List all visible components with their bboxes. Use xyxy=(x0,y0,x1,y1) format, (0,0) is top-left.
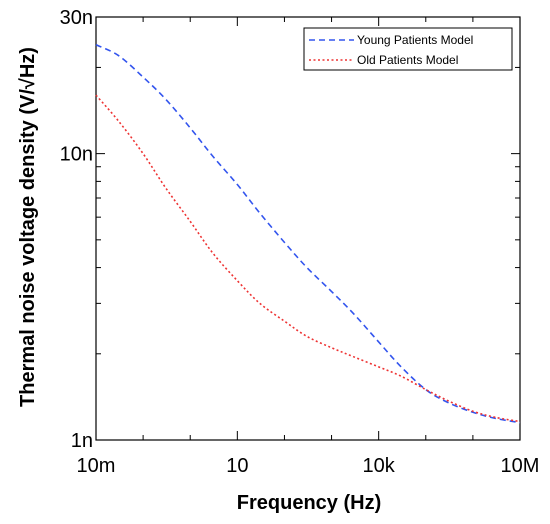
x-tick-label: 10M xyxy=(501,455,540,477)
x-tick-label: 10 xyxy=(226,455,248,477)
plot-frame xyxy=(95,16,521,441)
series-group xyxy=(95,44,521,424)
x-tick-label: 10k xyxy=(363,455,396,477)
labels-group: 10m 10 10k 10M 1n 10n 30n xyxy=(60,7,540,477)
legend-label-old: Old Patients Model xyxy=(357,53,458,67)
y-tick-label: 30n xyxy=(60,7,93,29)
series-line-young xyxy=(95,44,521,424)
plot-frame-group xyxy=(95,16,521,441)
x-tick-label: 10m xyxy=(77,455,116,477)
y-tick-label: 1n xyxy=(71,430,93,452)
series-line-old xyxy=(95,94,521,423)
legend-label-young: Young Patients Model xyxy=(357,33,473,47)
legend: Young Patients Model Old Patients Model xyxy=(303,27,513,71)
y-tick-label: 10n xyxy=(60,144,93,166)
legend-box xyxy=(303,27,513,71)
y-axis-title: Thermal noise voltage density (V/√Hz) xyxy=(17,47,39,407)
ticks-group xyxy=(95,16,521,441)
x-axis-title: Frequency (Hz) xyxy=(237,492,381,514)
